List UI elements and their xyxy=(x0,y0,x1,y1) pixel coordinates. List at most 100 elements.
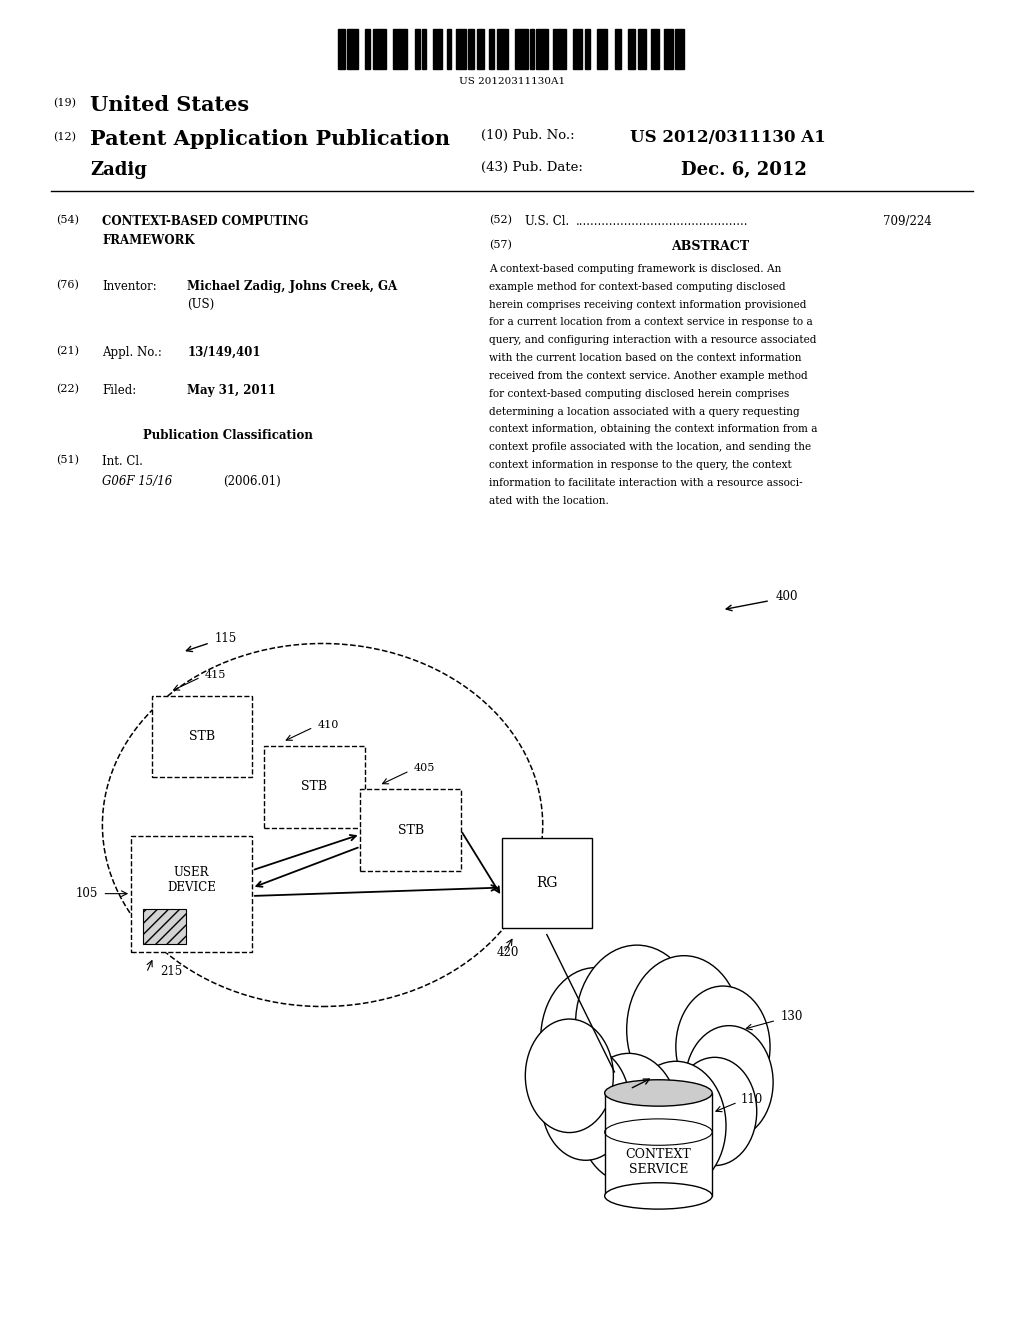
Text: ABSTRACT: ABSTRACT xyxy=(672,240,750,253)
Bar xyxy=(449,29,451,69)
Bar xyxy=(498,29,501,69)
Text: 400: 400 xyxy=(775,590,798,603)
Text: 215: 215 xyxy=(160,965,182,978)
Circle shape xyxy=(673,1057,757,1166)
Text: with the current location based on the context information: with the current location based on the c… xyxy=(489,354,802,363)
Text: United States: United States xyxy=(90,95,249,115)
Bar xyxy=(529,29,531,69)
Bar xyxy=(617,29,621,69)
Bar xyxy=(461,29,466,69)
Bar xyxy=(638,29,640,69)
Text: (2006.01): (2006.01) xyxy=(223,475,281,488)
Bar xyxy=(471,29,474,69)
Bar xyxy=(422,29,424,69)
Text: CONTEXT-BASED COMPUTING: CONTEXT-BASED COMPUTING xyxy=(102,215,309,228)
Bar xyxy=(656,29,659,69)
Bar xyxy=(360,789,461,871)
Text: CONTEXT
SERVICE: CONTEXT SERVICE xyxy=(626,1148,691,1176)
Text: (12): (12) xyxy=(53,132,76,143)
Bar xyxy=(651,29,656,69)
Bar xyxy=(489,29,493,69)
Bar xyxy=(417,29,420,69)
Text: for context-based computing disclosed herein comprises: for context-based computing disclosed he… xyxy=(489,389,790,399)
Text: determining a location associated with a query requesting: determining a location associated with a… xyxy=(489,407,800,417)
Text: US 2012/0311130 A1: US 2012/0311130 A1 xyxy=(630,129,825,147)
Text: Patent Application Publication: Patent Application Publication xyxy=(90,129,451,149)
Text: herein comprises receiving context information provisioned: herein comprises receiving context infor… xyxy=(489,300,807,310)
Text: (21): (21) xyxy=(56,346,79,356)
Bar xyxy=(456,29,461,69)
Bar xyxy=(438,29,441,69)
Bar xyxy=(587,29,590,69)
Text: U.S. Cl.: U.S. Cl. xyxy=(525,215,569,228)
Bar xyxy=(152,696,252,777)
Bar xyxy=(479,29,484,69)
Circle shape xyxy=(575,945,698,1104)
Bar xyxy=(380,29,386,69)
Text: context information, obtaining the context information from a: context information, obtaining the conte… xyxy=(489,425,818,434)
Bar xyxy=(365,29,367,69)
Text: 115: 115 xyxy=(215,632,238,645)
Text: STB: STB xyxy=(301,780,328,793)
Bar xyxy=(424,29,426,69)
Circle shape xyxy=(685,1026,773,1139)
Text: (57): (57) xyxy=(489,240,512,251)
Bar xyxy=(633,29,635,69)
Bar xyxy=(393,29,400,69)
Bar xyxy=(515,29,522,69)
Bar xyxy=(640,29,646,69)
Text: STB: STB xyxy=(397,824,424,837)
Text: USER
DEVICE: USER DEVICE xyxy=(167,866,216,894)
Text: (51): (51) xyxy=(56,455,79,466)
Circle shape xyxy=(579,1053,679,1183)
Text: Michael Zadig, Johns Creek, GA: Michael Zadig, Johns Creek, GA xyxy=(187,280,397,293)
Text: (52): (52) xyxy=(489,215,512,226)
Text: A context-based computing framework is disclosed. An: A context-based computing framework is d… xyxy=(489,264,782,275)
Bar xyxy=(350,29,357,69)
Text: Filed:: Filed: xyxy=(102,384,136,397)
Text: example method for context-based computing disclosed: example method for context-based computi… xyxy=(489,281,786,292)
Circle shape xyxy=(525,1019,613,1133)
Text: received from the context service. Another example method: received from the context service. Anoth… xyxy=(489,371,808,381)
Bar xyxy=(597,29,600,69)
Bar xyxy=(553,29,561,69)
Text: May 31, 2011: May 31, 2011 xyxy=(187,384,276,397)
Text: STB: STB xyxy=(188,730,215,743)
Text: context profile associated with the location, and sending the: context profile associated with the loca… xyxy=(489,442,812,453)
Text: (76): (76) xyxy=(56,280,79,290)
Text: for a current location from a context service in response to a: for a current location from a context se… xyxy=(489,318,813,327)
Text: 13/149,401: 13/149,401 xyxy=(187,346,261,359)
Bar xyxy=(522,29,527,69)
Bar xyxy=(493,29,495,69)
Text: RG: RG xyxy=(537,876,557,890)
Bar xyxy=(543,29,548,69)
Text: Dec. 6, 2012: Dec. 6, 2012 xyxy=(681,161,807,180)
Text: query, and configuring interaction with a resource associated: query, and configuring interaction with … xyxy=(489,335,817,346)
Text: 420: 420 xyxy=(497,946,519,960)
Bar xyxy=(433,29,438,69)
Text: US 20120311130A1: US 20120311130A1 xyxy=(459,77,565,86)
Bar xyxy=(614,29,617,69)
Text: Publication Classification: Publication Classification xyxy=(143,429,313,442)
Bar xyxy=(573,29,575,69)
Circle shape xyxy=(542,1047,630,1160)
Text: 130: 130 xyxy=(780,1010,803,1023)
Text: 709/224: 709/224 xyxy=(883,215,932,228)
Bar xyxy=(531,29,534,69)
Text: (US): (US) xyxy=(187,298,215,312)
Bar xyxy=(600,29,607,69)
Text: Appl. No.:: Appl. No.: xyxy=(102,346,162,359)
Bar xyxy=(675,29,677,69)
Bar xyxy=(477,29,479,69)
Circle shape xyxy=(676,986,770,1107)
Text: (54): (54) xyxy=(56,215,79,226)
Text: Inventor:: Inventor: xyxy=(102,280,157,293)
Text: 405: 405 xyxy=(414,763,435,774)
Text: (10) Pub. No.:: (10) Pub. No.: xyxy=(481,129,574,143)
Text: 415: 415 xyxy=(205,669,226,680)
Bar xyxy=(668,29,673,69)
Bar xyxy=(373,29,380,69)
Text: (43) Pub. Date:: (43) Pub. Date: xyxy=(481,161,583,174)
Text: FRAMEWORK: FRAMEWORK xyxy=(102,234,195,247)
Text: 410: 410 xyxy=(317,719,339,730)
